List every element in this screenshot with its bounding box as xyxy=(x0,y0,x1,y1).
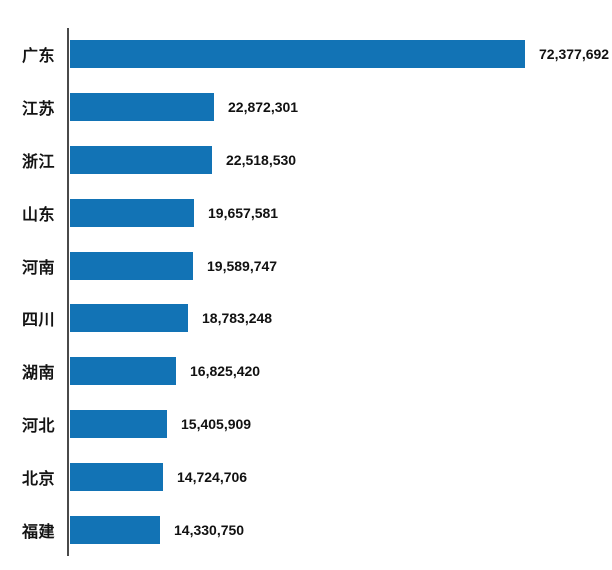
bar-row: 湖南 16,825,420 xyxy=(0,345,612,398)
category-label: 四川 xyxy=(21,312,55,330)
value-label: 19,657,581 xyxy=(208,204,279,221)
category-label: 河北 xyxy=(21,417,55,435)
bar xyxy=(70,515,160,544)
value-label: 14,724,706 xyxy=(177,468,248,485)
y-axis-line xyxy=(67,28,69,556)
category-label: 北京 xyxy=(21,470,55,488)
category-label: 广东 xyxy=(21,48,55,66)
bar xyxy=(70,251,193,280)
bar xyxy=(70,40,525,69)
value-label: 18,783,248 xyxy=(202,310,273,327)
category-label: 浙江 xyxy=(21,153,55,171)
bar-row: 河南 19,589,747 xyxy=(0,239,612,292)
value-label: 72,377,692 xyxy=(539,46,610,63)
bar xyxy=(70,357,176,386)
bar-row: 广东 72,377,692 xyxy=(0,28,612,81)
bar-row: 北京 14,724,706 xyxy=(0,450,612,503)
value-label: 22,518,530 xyxy=(226,151,297,168)
category-label: 湖南 xyxy=(21,365,55,383)
bar-chart: 广东 72,377,692 江苏 22,872,301 浙江 22,518,53… xyxy=(0,28,612,556)
value-label: 16,825,420 xyxy=(190,363,261,380)
value-label: 14,330,750 xyxy=(174,521,245,538)
value-label: 15,405,909 xyxy=(181,415,252,432)
bar xyxy=(70,304,188,333)
bar-row: 福建 14,330,750 xyxy=(0,503,612,556)
bar-row: 四川 18,783,248 xyxy=(0,292,612,345)
value-label: 19,589,747 xyxy=(207,257,278,274)
category-label: 福建 xyxy=(21,523,55,541)
bar xyxy=(70,409,167,438)
bar-row: 浙江 22,518,530 xyxy=(0,134,612,187)
bar-row: 山东 19,657,581 xyxy=(0,186,612,239)
chart-rows: 广东 72,377,692 江苏 22,872,301 浙江 22,518,53… xyxy=(0,28,612,556)
bar-row: 河北 15,405,909 xyxy=(0,398,612,451)
category-label: 河南 xyxy=(21,259,55,277)
bar xyxy=(70,145,212,174)
bar xyxy=(70,198,194,227)
bar xyxy=(70,462,163,491)
category-label: 山东 xyxy=(21,206,55,224)
bar xyxy=(70,93,214,122)
value-label: 22,872,301 xyxy=(228,99,299,116)
category-label: 江苏 xyxy=(21,101,55,119)
bar-row: 江苏 22,872,301 xyxy=(0,81,612,134)
